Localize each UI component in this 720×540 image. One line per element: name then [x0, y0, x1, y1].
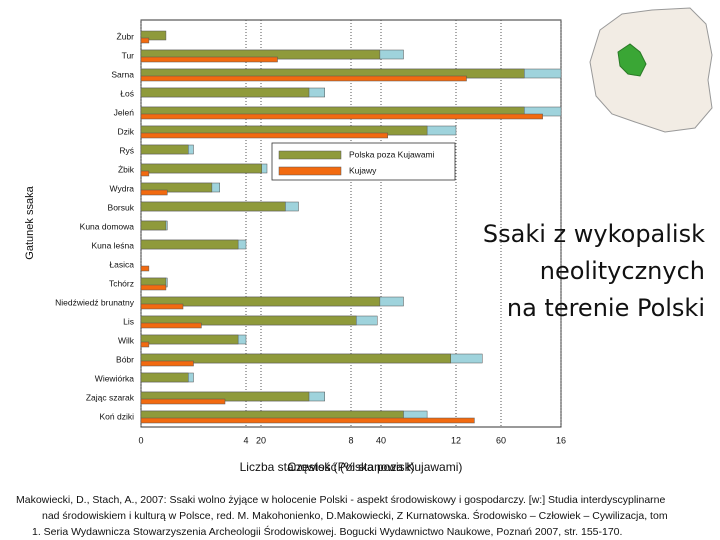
legend-label: Kujawy: [349, 165, 377, 175]
bar: [140, 220, 167, 231]
x-tick-label: 12: [451, 435, 461, 445]
y-tick-label: Bóbr: [116, 354, 134, 364]
y-tick-label: Wydra: [110, 183, 135, 193]
bar: [140, 284, 167, 291]
bar: [140, 87, 310, 98]
caption-line: 1. Seria Wydawnicza Stowarzyszenia Arche…: [32, 525, 622, 538]
bar: [140, 30, 167, 41]
y-tick-label: Sarna: [111, 69, 134, 79]
legend-swatch: [278, 150, 342, 160]
caption-line: Makowiecki, D., Stach, A., 2007: Ssaki w…: [16, 494, 666, 506]
y-tick-label: Wiewiórka: [95, 373, 134, 383]
chart-title: neolitycznych: [540, 257, 705, 285]
bar: [140, 113, 543, 120]
bar: [140, 360, 194, 367]
bar: [140, 201, 286, 212]
chart-title: Ssaki z wykopalisk: [483, 220, 705, 248]
x-tick-label: 4: [243, 435, 248, 445]
bar: [140, 315, 357, 326]
bar: [140, 189, 168, 196]
y-tick-label: Tchórz: [109, 278, 134, 288]
y-axis-label: Gatunek ssaka: [24, 185, 36, 259]
bar: [140, 170, 150, 177]
bar: [140, 417, 475, 424]
y-tick-label: Borsuk: [108, 202, 135, 212]
y-tick-label: Niedźwiedź brunatny: [55, 297, 135, 307]
bar: [140, 265, 150, 272]
x-tick-label: 8: [348, 435, 353, 445]
legend-swatch: [278, 166, 342, 176]
bar: [140, 56, 278, 63]
y-tick-label: Wilk: [118, 335, 135, 345]
x-tick-label: 0: [138, 435, 143, 445]
caption-line: nad środowiskiem i kulturą w Polsce, red…: [42, 509, 668, 522]
bar: [140, 334, 239, 345]
y-tick-label: Zając szarak: [86, 392, 135, 402]
bar: [140, 75, 467, 82]
bar: [140, 132, 388, 139]
bar: [140, 296, 381, 307]
bar: [140, 398, 226, 405]
bar: [140, 163, 262, 174]
map: [589, 7, 713, 133]
y-tick-label: Łasica: [109, 259, 134, 269]
y-tick-label: Jeleń: [114, 107, 135, 117]
y-tick-label: Kuna domowa: [80, 221, 135, 231]
legend-label: Polska poza Kujawami: [349, 149, 435, 159]
x-axis-label: Liczba stanowisk (Polska poza Kujawami): [240, 460, 463, 474]
x2-tick-label: 20: [256, 435, 266, 445]
y-tick-label: Kuna leśna: [91, 240, 134, 250]
bar: [140, 37, 150, 44]
x2-tick-label: 60: [496, 435, 506, 445]
y-tick-label: Żubr: [117, 31, 135, 41]
bar: [140, 372, 189, 383]
y-tick-label: Łoś: [120, 88, 134, 98]
x-tick-label: 16: [556, 435, 566, 445]
y-tick-label: Żbik: [118, 164, 135, 174]
bar: [140, 303, 184, 310]
chart-title: na terenie Polski: [507, 294, 705, 322]
bar: [140, 353, 451, 364]
bar: [140, 144, 189, 155]
x-axis-label: Częstość (% stanowisk): [287, 460, 414, 474]
bar: [140, 239, 239, 250]
y-tick-label: Lis: [123, 316, 134, 326]
y-tick-label: Ryś: [119, 145, 134, 155]
y-tick-label: Dzik: [117, 126, 134, 136]
bar: [140, 341, 150, 348]
x2-tick-label: 40: [376, 435, 386, 445]
bar: [140, 322, 202, 329]
y-tick-label: Koń dziki: [100, 411, 135, 421]
bar: [140, 182, 213, 193]
y-tick-label: Tur: [122, 50, 135, 60]
